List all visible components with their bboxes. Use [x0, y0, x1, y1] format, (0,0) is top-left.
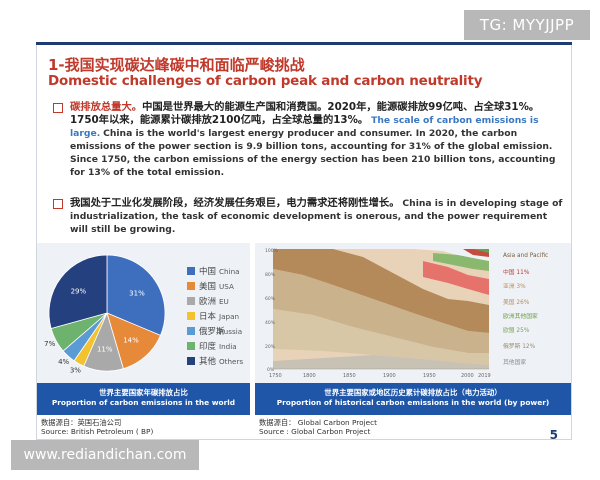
pie-slice — [106, 312, 162, 370]
title-rule — [36, 42, 572, 45]
area-caption-en: Proportion of historical carbon emission… — [276, 398, 550, 407]
legend-swatch — [187, 282, 195, 290]
pie-chart-panel: 31% 14% 11% 3% 4% 7% 29% 中国 China 美国 USA 欧洲 EU 日本 Jap… — [37, 243, 250, 401]
p1-cn-text: 中国是世界最大的能源生产国和消费国。2020年，能源碳排放99亿吨、占全球31%… — [70, 101, 540, 126]
pie-source: 数据源自：英国石油公司 Source: British Petroleum ( … — [41, 418, 153, 436]
y-tick: 20% — [265, 344, 276, 350]
lead-text: 碳排放总量大。 — [70, 101, 143, 113]
pie-caption-cn: 世界主要国家年碳排放占比 — [99, 388, 188, 397]
area-label: Asia and Pacific — [503, 253, 549, 259]
pie-data-label: 7% — [44, 340, 55, 348]
legend-swatch — [187, 342, 195, 350]
y-tick: 40% — [265, 320, 276, 326]
pie-source-cn: 数据源自：英国石油公司 — [41, 418, 122, 427]
legend-swatch — [187, 327, 195, 335]
area-chart-panel: 100% 80% 60% 40% 20% 0% 1750 1800 1850 1… — [255, 243, 571, 401]
legend-swatch — [187, 312, 195, 320]
area-label: 中国 11% — [503, 270, 530, 276]
area-usa — [273, 269, 489, 353]
legend-label-cn: 欧洲 — [199, 297, 217, 307]
pie-source-en: Source: British Petroleum ( BP) — [41, 427, 154, 436]
x-tick: 1800 — [303, 373, 316, 379]
pie-data-label: 14% — [123, 336, 139, 344]
area-asia-pacific — [433, 253, 489, 271]
area-caption-cn: 世界主要国家或地区历史累计碳排放占比（电力活动） — [324, 388, 502, 397]
legend-label-en: India — [219, 342, 237, 351]
p1-en-text: China is the world's largest energy prod… — [70, 128, 556, 178]
y-tick: 80% — [265, 272, 276, 278]
pie-slice — [106, 254, 166, 336]
page-number: 5 — [549, 428, 558, 442]
area-chart: 100% 80% 60% 40% 20% 0% 1750 1800 1850 1… — [255, 243, 571, 383]
area-source-cn: 数据源自： Global Carbon Project — [259, 418, 377, 427]
legend-label-en: Others — [219, 357, 244, 366]
y-tick: 0% — [267, 367, 275, 373]
area-label: 亚洲 3% — [503, 284, 526, 290]
watermark-bottom: www.rediandichan.com — [11, 440, 199, 470]
legend-label-en: EU — [219, 297, 229, 306]
area-label: 美国 26% — [503, 300, 530, 306]
legend-label-en: China — [219, 267, 240, 276]
legend-label-cn: 日本 — [199, 312, 217, 322]
x-tick: 1900 — [383, 373, 396, 379]
legend-item: 中国 China — [187, 265, 240, 277]
area-russia — [273, 355, 489, 369]
slide: 1-我国实现碳达峰碳中和面临严峻挑战 Domestic challenges o… — [36, 42, 572, 442]
area-caption: 世界主要国家或地区历史累计碳排放占比（电力活动） Proportion of h… — [255, 383, 571, 415]
x-tick: 2000 — [461, 373, 474, 379]
p1-en-highlight: The scale of carbon emissions is large. — [70, 115, 539, 139]
legend-item: 俄罗斯Russia — [187, 325, 242, 337]
pie-data-label: 3% — [70, 366, 81, 374]
legend-label-en: Japan — [219, 312, 240, 321]
pie-caption-en: Proportion of carbon emissions in the wo… — [51, 398, 236, 407]
legend-label-cn: 俄罗斯 — [199, 327, 225, 337]
legend-item: 其他 Others — [187, 355, 243, 367]
pie-slice — [48, 254, 108, 329]
legend-item: 美国 USA — [187, 280, 234, 292]
paragraph-emissions-scale: 碳排放总量大。中国是世界最大的能源生产国和消费国。2020年，能源碳排放99亿吨… — [70, 101, 564, 179]
legend-swatch — [187, 357, 195, 365]
slide-title-cn: 1-我国实现碳达峰碳中和面临严峻挑战 — [48, 56, 305, 74]
area-label: 欧盟 25% — [503, 328, 530, 334]
area-source: 数据源自： Global Carbon Project Source : Glo… — [259, 418, 377, 436]
legend-label-cn: 印度 — [199, 342, 217, 352]
y-tick: 100% — [265, 248, 279, 254]
area-china — [423, 261, 489, 295]
y-tick: 60% — [265, 296, 276, 302]
legend-swatch — [187, 267, 195, 275]
legend-item: 日本 Japan — [187, 310, 239, 322]
legend-label-cn: 美国 — [199, 282, 217, 292]
legend-label-cn: 中国 — [199, 267, 217, 277]
pie-data-label: 11% — [97, 345, 113, 353]
x-tick: 2019 — [478, 373, 491, 379]
area-label: 俄罗斯 12% — [503, 344, 536, 350]
pie-data-label: 31% — [129, 290, 145, 298]
x-tick: 1950 — [423, 373, 436, 379]
x-tick: 1850 — [343, 373, 356, 379]
x-tick: 1750 — [269, 373, 282, 379]
paragraph-industrialization: 我国处于工业化发展阶段，经济发展任务艰巨，电力需求还将刚性增长。 China i… — [70, 197, 564, 236]
area-europe — [273, 249, 489, 333]
pie-caption: 世界主要国家年碳排放占比 Proportion of carbon emissi… — [37, 383, 250, 415]
area-label: 欧洲其他国家 — [503, 314, 538, 320]
p2-cn-text: 我国处于工业化发展阶段，经济发展任务艰巨，电力需求还将刚性增长。 — [70, 197, 400, 209]
pie-data-label: 4% — [58, 358, 69, 366]
watermark-top: TG: MYYJJPP — [464, 10, 590, 40]
legend-item: 印度 India — [187, 340, 237, 352]
legend-swatch — [187, 297, 195, 305]
legend-item: 欧洲 EU — [187, 295, 229, 307]
bullet-square-icon — [53, 103, 63, 113]
area-label: 其他国家 — [503, 360, 527, 366]
p2-en-text: China is in developing stage of industri… — [70, 198, 563, 235]
legend-label-en: USA — [219, 282, 234, 291]
bullet-square-icon — [53, 199, 63, 209]
pie-data-label: 29% — [71, 288, 87, 296]
slide-title-en: Domestic challenges of carbon peak and c… — [48, 73, 483, 89]
area-top-green — [473, 249, 489, 253]
area-eu — [273, 309, 489, 365]
area-source-en: Source : Global Carbon Project — [259, 427, 371, 436]
legend-label-cn: 其他 — [199, 357, 217, 367]
pie-chart: 31% 14% 11% 3%4% 7% 29% — [44, 254, 166, 374]
legend-label-en: Russia — [219, 327, 243, 336]
